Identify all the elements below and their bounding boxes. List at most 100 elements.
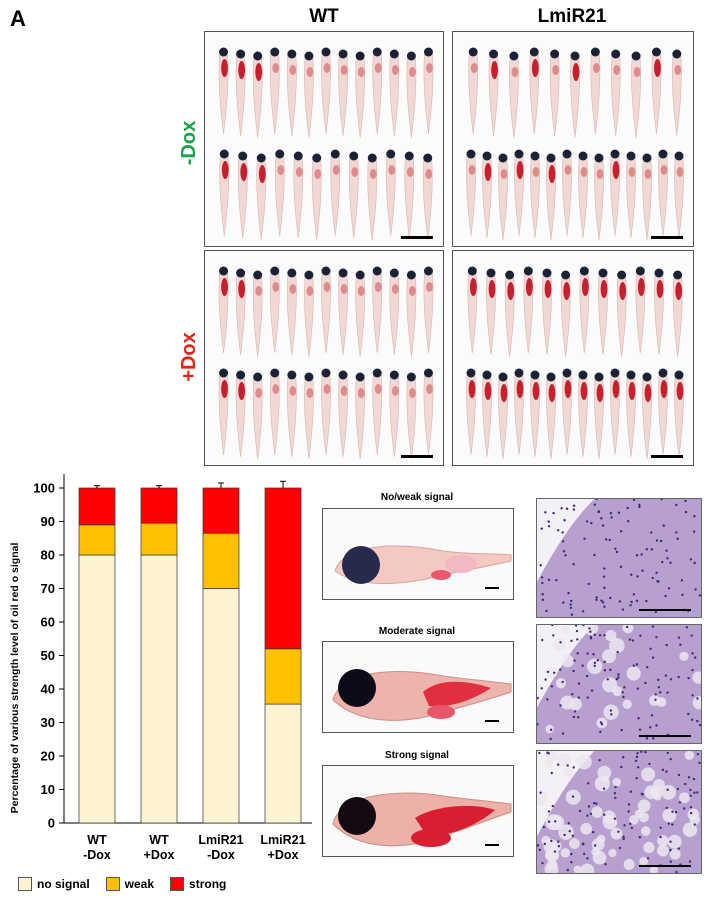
- example-moderate-larva: [322, 641, 514, 733]
- larva: [287, 49, 297, 137]
- scale-bar: [651, 455, 683, 458]
- legend-item: no signal: [18, 877, 90, 891]
- photo-wt-minus-dox: [204, 31, 444, 247]
- larva: [542, 268, 552, 356]
- y-tick-label: 90: [41, 514, 55, 529]
- larva-closeup: [332, 792, 512, 847]
- larva: [218, 266, 229, 354]
- larva: [631, 51, 641, 139]
- example-title-no-weak: No/weak signal: [380, 492, 454, 503]
- bar-segment: [264, 487, 302, 650]
- y-tick-label: 80: [41, 548, 55, 563]
- bar-segment: [202, 588, 240, 824]
- row-label-plus-dox: +Dox: [178, 332, 200, 382]
- larva: [423, 266, 434, 354]
- larva: [338, 49, 348, 137]
- photo-lmir21-minus-dox: [452, 31, 694, 247]
- larva: [594, 153, 604, 241]
- larva: [529, 47, 540, 135]
- histology-no-weak: [536, 498, 702, 618]
- legend-swatch: [18, 877, 32, 891]
- y-tick-label: 50: [41, 648, 55, 663]
- y-tick-label: 60: [41, 615, 55, 630]
- tissue-edge: [537, 625, 595, 708]
- larva: [546, 153, 556, 241]
- larva: [658, 368, 668, 456]
- larva: [269, 368, 280, 456]
- row-label-minus-dox: -Dox: [178, 120, 200, 166]
- photo-wt-plus-dox: [204, 250, 444, 466]
- y-tick-label: 10: [41, 782, 55, 797]
- larva: [252, 372, 263, 460]
- y-tick-label: 20: [41, 749, 55, 764]
- larva: [311, 153, 322, 241]
- larva: [355, 270, 365, 358]
- larva: [570, 51, 580, 139]
- histology-section: [537, 499, 701, 617]
- larva: [389, 49, 400, 137]
- legend-label: strong: [189, 877, 227, 891]
- x-tick-label: WT: [87, 833, 107, 847]
- bar-segment: [202, 532, 240, 589]
- larva: [626, 151, 636, 239]
- larvae-drawing: [218, 266, 434, 460]
- larva: [626, 370, 636, 458]
- larva: [562, 149, 572, 237]
- larva: [486, 268, 496, 356]
- larva: [252, 270, 263, 358]
- larva: [304, 270, 314, 358]
- larva-closeup: [334, 545, 512, 589]
- larva: [237, 151, 248, 239]
- larva: [304, 51, 314, 139]
- larva: [338, 370, 348, 458]
- scale-bar: [639, 609, 691, 611]
- bar-segment: [264, 648, 302, 705]
- histology-section: [537, 751, 701, 873]
- larva: [482, 151, 492, 239]
- larva: [218, 368, 229, 456]
- larva: [514, 149, 524, 237]
- x-tick-label: +Dox: [268, 848, 299, 862]
- larva: [404, 151, 415, 239]
- y-axis-label: Percentage of various strength level of …: [9, 543, 21, 814]
- bar-segment: [202, 487, 240, 534]
- histology-strong: [536, 750, 702, 874]
- larva: [235, 49, 246, 137]
- bar-segment: [140, 522, 178, 556]
- legend-label: no signal: [37, 877, 90, 891]
- chart-legend: no signal weak strong: [18, 877, 226, 891]
- larva: [651, 47, 662, 135]
- larva: [578, 151, 588, 239]
- larva: [579, 266, 590, 354]
- larva: [385, 149, 396, 237]
- larva: [406, 372, 417, 460]
- larva: [406, 270, 417, 358]
- histology-moderate: [536, 624, 702, 744]
- example-title-moderate: Moderate signal: [378, 626, 456, 637]
- larva: [321, 368, 331, 456]
- scale-bar: [401, 236, 433, 239]
- bar-segment: [78, 554, 116, 824]
- larva: [287, 268, 297, 356]
- larva: [423, 368, 434, 456]
- larva: [546, 372, 556, 460]
- larva: [304, 372, 314, 460]
- larva: [590, 47, 601, 135]
- larva: [321, 266, 331, 354]
- larva: [269, 266, 280, 354]
- larva: [674, 151, 684, 239]
- x-tick-label: WT: [149, 833, 169, 847]
- larva: [219, 149, 230, 237]
- scale-bar: [651, 236, 683, 239]
- bar-segment: [78, 487, 116, 526]
- larva: [372, 47, 383, 135]
- y-tick-label: 30: [41, 715, 55, 730]
- larva: [256, 153, 267, 241]
- larva: [389, 268, 400, 356]
- larva: [674, 370, 684, 458]
- larva: [269, 47, 280, 135]
- column-title-wt: WT: [309, 6, 339, 27]
- legend-swatch: [105, 877, 120, 891]
- column-title-lmir21: LmiR21: [537, 6, 607, 27]
- larva: [658, 149, 668, 237]
